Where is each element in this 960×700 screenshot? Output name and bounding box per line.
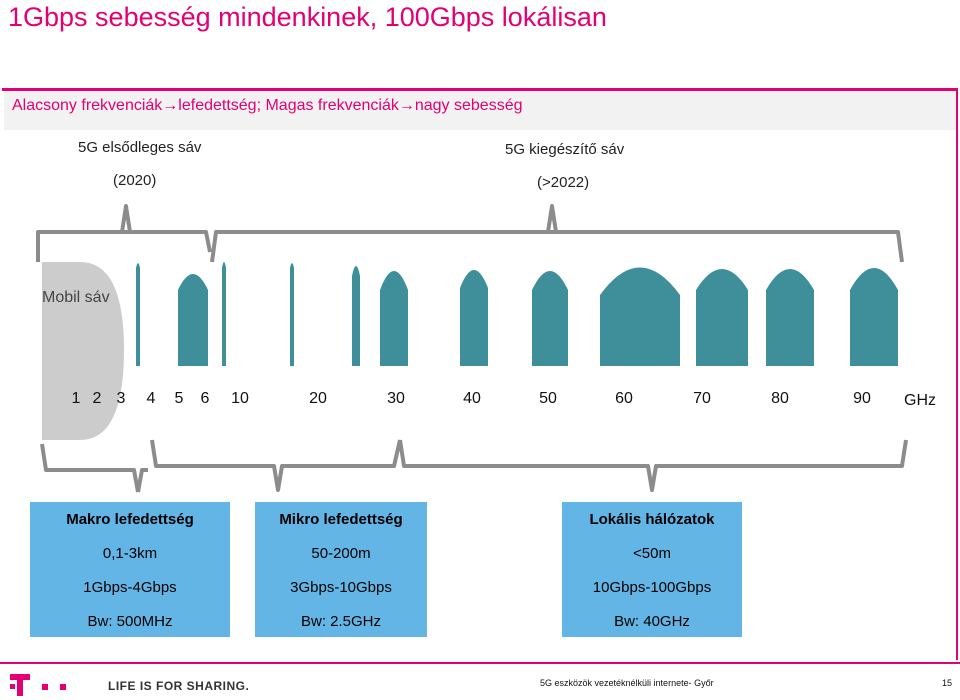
axis-tick-label: 30 — [387, 390, 405, 407]
coverage-title: Lokális hálózatok — [589, 511, 715, 528]
mobile-band-label: Mobil sáv — [42, 289, 110, 306]
band-28ghz — [380, 271, 408, 366]
band-3ghz — [136, 263, 140, 366]
mobile-band-area — [42, 262, 124, 440]
primary-band-year: (2020) — [113, 172, 157, 189]
footer-slogan: LIFE IS FOR SHARING. — [108, 679, 250, 693]
axis-tick-label: 3 — [116, 390, 126, 407]
macro-bracket — [40, 443, 140, 493]
macro-bracket-right — [136, 468, 148, 493]
primary-band-bracket — [36, 230, 212, 262]
band-60ghz — [600, 267, 680, 366]
footer-rule — [0, 662, 960, 664]
telekom-logo — [10, 674, 66, 696]
axis-tick-label: 80 — [771, 390, 789, 407]
coverage-title: Mikro lefedettség — [279, 511, 403, 528]
band-6ghz — [222, 262, 226, 366]
secondary-band-year: (>2022) — [537, 174, 590, 191]
coverage-range: <50m — [633, 545, 671, 562]
page-title: 1Gbps sebesség mindenkinek, 100Gbps loká… — [8, 2, 607, 32]
coverage-box-mikro: Mikro lefedettség 50-200m 3Gbps-10Gbps B… — [255, 502, 427, 637]
primary-band-bracket-notch — [120, 204, 132, 233]
axis-tick-label: 70 — [693, 390, 711, 407]
axis-tick-label: 5 — [174, 390, 184, 407]
band-70ghz — [696, 269, 748, 366]
axis-tick-label: 50 — [539, 390, 557, 407]
band-80ghz — [766, 269, 814, 366]
footer-text: 5G eszközök vezetéknélküli internete- Gy… — [540, 678, 714, 688]
axis-tick-label: 2 — [92, 390, 102, 407]
band-4-5ghz — [178, 274, 208, 366]
axis-tick-label: 6 — [200, 390, 210, 407]
axis-tick-label: 1 — [71, 390, 81, 407]
page-number: 15 — [942, 678, 953, 688]
coverage-range: 0,1-3km — [102, 545, 158, 562]
coverage-bandwidth: Bw: 500MHz — [87, 613, 173, 630]
subtitle: Alacsony frekvenciák→lefedettség; Magas … — [12, 97, 523, 114]
coverage-box-lokalis: Lokális hálózatok <50m 10Gbps-100Gbps Bw… — [562, 502, 742, 637]
band-38ghz — [460, 270, 488, 366]
coverage-bandwidth: Bw: 2.5GHz — [300, 613, 382, 630]
coverage-speed: 10Gbps-100Gbps — [592, 579, 712, 596]
axis-tick-label: 40 — [463, 390, 481, 407]
axis-tick-label: 10 — [231, 390, 249, 407]
lokalis-bracket — [398, 439, 908, 492]
primary-band-label: 5G elsődleges sáv — [78, 139, 202, 156]
secondary-band-label: 5G kiegészítő sáv — [505, 141, 625, 158]
axis-unit: GHz — [904, 392, 936, 409]
content-frame — [2, 88, 958, 660]
band-10ghz — [290, 263, 294, 366]
subtitle-band — [4, 90, 956, 130]
axis-tick-label: 90 — [853, 390, 871, 407]
mikro-bracket — [150, 439, 402, 492]
band-48ghz — [532, 271, 568, 366]
coverage-speed: 1Gbps-4Gbps — [83, 579, 177, 596]
band-20ghz — [352, 266, 360, 366]
secondary-band-bracket — [210, 230, 904, 263]
axis-tick-label: 60 — [615, 390, 633, 407]
axis-tick-label: 20 — [309, 390, 327, 407]
coverage-box-macro: Makro lefedettség 0,1-3km 1Gbps-4Gbps Bw… — [30, 502, 230, 637]
axis-tick-label: 4 — [146, 390, 156, 407]
coverage-title: Makro lefedettség — [66, 511, 194, 528]
coverage-range: 50-200m — [311, 545, 371, 562]
secondary-band-bracket-notch — [546, 204, 558, 233]
coverage-speed: 3Gbps-10Gbps — [290, 579, 392, 596]
band-90ghz — [850, 268, 898, 366]
coverage-bandwidth: Bw: 40GHz — [614, 613, 690, 630]
